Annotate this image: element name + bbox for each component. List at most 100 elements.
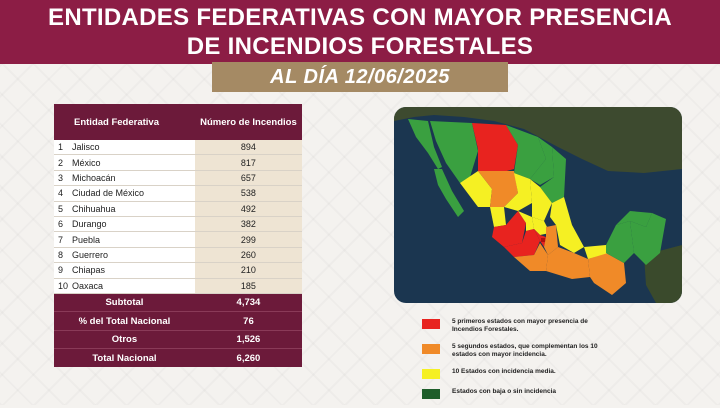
state-cell: Chihuahua bbox=[70, 201, 195, 217]
legend-item-medium: 10 Estados con incidencia media. bbox=[422, 368, 662, 379]
summary-value: 76 bbox=[194, 311, 302, 331]
rank-cell: 10 bbox=[54, 278, 70, 294]
rank-cell: 1 bbox=[54, 140, 70, 156]
summary-value: 4,734 bbox=[194, 292, 302, 312]
legend-item-top5: 5 primeros estados con mayor presencia d… bbox=[422, 318, 662, 334]
legend-swatch-yellow bbox=[422, 369, 440, 379]
state-coahuila bbox=[506, 125, 546, 179]
table-row: 3 Michoacán 657 bbox=[54, 170, 302, 187]
title-banner: ENTIDADES FEDERATIVAS CON MAYOR PRESENCI… bbox=[0, 0, 720, 64]
table-row: 6 Durango 382 bbox=[54, 216, 302, 233]
count-cell: 538 bbox=[194, 185, 302, 202]
legend-item-low: Estados con baja o sin incidencia bbox=[422, 388, 662, 399]
table-row: 1 Jalisco 894 bbox=[54, 140, 302, 156]
mexico-fire-map bbox=[394, 107, 682, 303]
legend-swatch-orange bbox=[422, 344, 440, 354]
count-cell: 210 bbox=[194, 262, 302, 279]
count-cell: 817 bbox=[194, 154, 302, 171]
table-header-row: Entidad Federativa Número de Incendios bbox=[54, 104, 302, 140]
count-cell: 382 bbox=[194, 216, 302, 233]
state-yucatan bbox=[616, 211, 652, 227]
state-estado-de-mexico bbox=[534, 229, 546, 247]
table-row: 5 Chihuahua 492 bbox=[54, 201, 302, 217]
summary-row-others: Otros 1,526 bbox=[54, 329, 302, 349]
count-cell: 299 bbox=[194, 231, 302, 248]
state-chihuahua bbox=[472, 123, 518, 175]
state-queretaro-hidalgo bbox=[532, 217, 550, 235]
state-sonora bbox=[430, 121, 478, 183]
table-row: 10 Oaxaca 185 bbox=[54, 278, 302, 294]
title-line-1: ENTIDADES FEDERATIVAS CON MAYOR PRESENCI… bbox=[48, 4, 672, 31]
state-zacatecas bbox=[504, 173, 532, 211]
map-legend: 5 primeros estados con mayor presencia d… bbox=[422, 318, 662, 408]
rank-cell: 8 bbox=[54, 247, 70, 264]
rank-cell: 2 bbox=[54, 154, 70, 171]
state-san-luis-potosi bbox=[530, 179, 552, 221]
table-row: 4 Ciudad de México 538 bbox=[54, 185, 302, 202]
summary-label: Subtotal bbox=[54, 292, 195, 312]
table-row: 2 México 817 bbox=[54, 154, 302, 171]
state-chiapas bbox=[588, 253, 626, 295]
state-nayarit bbox=[490, 207, 506, 227]
summary-row-subtotal: Subtotal 4,734 bbox=[54, 292, 302, 312]
title-line-2: DE INCENDIOS FORESTALES bbox=[186, 33, 534, 60]
state-puebla bbox=[544, 225, 558, 255]
state-cell: Ciudad de México bbox=[70, 185, 195, 202]
table-row: 9 Chiapas 210 bbox=[54, 262, 302, 279]
state-cell: Durango bbox=[70, 216, 195, 233]
rank-cell: 4 bbox=[54, 185, 70, 202]
rank-cell: 7 bbox=[54, 231, 70, 248]
state-tabasco bbox=[584, 245, 608, 259]
rank-cell: 5 bbox=[54, 201, 70, 217]
state-cell: Puebla bbox=[70, 231, 195, 248]
summary-value: 6,260 bbox=[194, 348, 302, 367]
legend-item-next5: 5 segundos estados, que complementan los… bbox=[422, 343, 662, 359]
state-oaxaca bbox=[546, 247, 590, 279]
state-campeche bbox=[606, 221, 634, 263]
state-sinaloa bbox=[460, 171, 492, 207]
rank-cell: 9 bbox=[54, 262, 70, 279]
state-quintana-roo bbox=[630, 213, 666, 265]
legend-swatch-red bbox=[422, 319, 440, 329]
state-tamaulipas bbox=[540, 147, 566, 203]
state-guanajuato bbox=[518, 211, 534, 231]
summary-row-total: Total Nacional 6,260 bbox=[54, 348, 302, 367]
column-header-state: Entidad Federativa bbox=[54, 104, 195, 140]
date-banner: AL DÍA 12/06/2025 bbox=[212, 62, 508, 92]
state-cell: México bbox=[70, 154, 195, 171]
state-cell: Oaxaca bbox=[70, 278, 195, 294]
state-jalisco bbox=[492, 211, 526, 247]
summary-label: Total Nacional bbox=[54, 348, 195, 367]
state-nuevo-leon bbox=[530, 137, 554, 185]
state-cell: Guerrero bbox=[70, 247, 195, 264]
state-michoacan bbox=[504, 229, 540, 257]
state-veracruz bbox=[550, 197, 584, 253]
rank-cell: 6 bbox=[54, 216, 70, 233]
legend-text: 5 segundos estados, que complementan los… bbox=[452, 343, 598, 358]
state-baja-california-sur bbox=[434, 169, 464, 217]
state-guerrero bbox=[514, 243, 548, 271]
legend-text: Estados con baja o sin incidencia bbox=[452, 388, 557, 395]
state-cell: Jalisco bbox=[70, 140, 195, 156]
rank-cell: 3 bbox=[54, 170, 70, 187]
count-cell: 657 bbox=[194, 170, 302, 187]
table-row: 8 Guerrero 260 bbox=[54, 247, 302, 264]
summary-row-percent: % del Total Nacional 76 bbox=[54, 311, 302, 331]
central-america-land bbox=[644, 245, 682, 303]
legend-text: 5 primeros estados con mayor presencia d… bbox=[452, 318, 588, 333]
legend-text: 10 Estados con incidencia media. bbox=[452, 368, 556, 375]
usa-land bbox=[394, 107, 682, 173]
column-header-count: Número de Incendios bbox=[194, 104, 302, 140]
summary-label: Otros bbox=[54, 329, 195, 349]
state-cell: Chiapas bbox=[70, 262, 195, 279]
state-baja-california bbox=[408, 119, 442, 169]
state-durango bbox=[478, 171, 518, 207]
count-cell: 492 bbox=[194, 201, 302, 217]
state-ciudad-de-mexico bbox=[541, 238, 545, 242]
state-cell: Michoacán bbox=[70, 170, 195, 187]
summary-label: % del Total Nacional bbox=[54, 311, 195, 331]
summary-value: 1,526 bbox=[194, 329, 302, 349]
table-row: 7 Puebla 299 bbox=[54, 231, 302, 248]
map-svg bbox=[394, 107, 682, 303]
count-cell: 260 bbox=[194, 247, 302, 264]
